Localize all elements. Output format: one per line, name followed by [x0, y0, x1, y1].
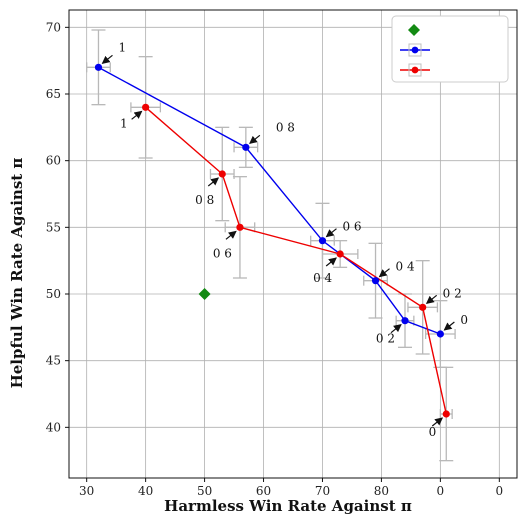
y-tick-label: 40	[46, 420, 61, 434]
x-tick-label: 50	[197, 484, 212, 498]
blue-series-line	[98, 66, 441, 335]
y-tick-label: 65	[46, 87, 61, 101]
y-tick-label: 50	[46, 287, 61, 301]
x-tick-label: 70	[315, 484, 330, 498]
annotation-arrow	[443, 321, 455, 331]
y-tick-label: 45	[46, 354, 61, 368]
point-label: 0 4	[396, 260, 415, 274]
legend-diamond	[408, 24, 420, 36]
annotation-arrow	[131, 110, 143, 120]
x-tick-label: 0	[495, 484, 503, 498]
x-axis-ticks: 30 40 50 60 70 80 0 0	[79, 478, 503, 498]
y-axis-title: Helpful Win Rate Against π	[8, 158, 26, 389]
annotation-arrow	[207, 177, 220, 187]
blue-series-point	[242, 143, 250, 151]
red-series-point	[218, 170, 226, 178]
point-label: 0 6	[213, 246, 232, 260]
annotation-arrow	[101, 54, 113, 64]
reference-diamond	[198, 288, 211, 300]
x-axis-title: Harmless Win Rate Against π	[164, 497, 412, 515]
annotation-arrow	[325, 228, 337, 238]
point-annotations: 1 0 8 0 6 0 4 0 2 0 1 0 8 0 6 0 4 0 2 0	[101, 40, 468, 439]
blue-series-point	[401, 317, 409, 325]
point-label: 0 6	[342, 220, 361, 234]
legend-blue-point	[411, 46, 419, 54]
blue-series-point	[94, 63, 103, 71]
annotation-arrow	[378, 268, 390, 278]
plot-frame	[68, 9, 518, 479]
x-tick-label: 60	[256, 484, 271, 498]
red-series-point	[336, 250, 344, 258]
legend-red-errorbox	[408, 63, 422, 77]
red-series-point	[419, 303, 427, 311]
red-series-line	[145, 106, 447, 415]
y-tick-label: 60	[46, 154, 61, 168]
point-label: 1	[118, 40, 126, 54]
point-label: 1	[120, 116, 128, 130]
point-label: 0	[460, 313, 468, 327]
x-tick-label: 40	[138, 484, 153, 498]
data-points	[94, 63, 450, 418]
annotation-arrow	[431, 417, 444, 427]
point-label: 0 8	[195, 193, 214, 207]
annotation-arrow	[390, 324, 402, 334]
annotation-arrow	[249, 134, 261, 144]
annotation-arrow	[425, 294, 438, 304]
blue-series-point	[436, 330, 444, 338]
legend-red-point	[411, 66, 419, 74]
legend	[391, 15, 509, 83]
point-label: 0 8	[276, 120, 295, 134]
red-series-point	[442, 410, 450, 418]
blue-series-point	[371, 277, 380, 285]
point-label: 0 2	[376, 332, 395, 346]
point-label: 0 4	[313, 271, 332, 285]
error-bars	[86, 29, 456, 462]
blue-series-point	[318, 237, 327, 245]
x-tick-label: 30	[79, 484, 94, 498]
series-lines	[98, 66, 447, 415]
y-axis-ticks: 40 45 50 55 60 65 70	[46, 20, 69, 434]
point-label: 0 2	[443, 286, 462, 300]
y-tick-label: 55	[46, 220, 61, 234]
red-series-point	[142, 103, 150, 111]
annotation-arrow	[225, 230, 237, 240]
point-label: 0	[429, 425, 437, 439]
annotation-arrow	[325, 257, 337, 267]
x-tick-label: 0	[437, 484, 445, 498]
y-tick-label: 70	[46, 20, 61, 34]
red-series-point	[236, 223, 244, 231]
legend-blue-errorbox	[408, 43, 422, 57]
x-tick-label: 80	[374, 484, 389, 498]
